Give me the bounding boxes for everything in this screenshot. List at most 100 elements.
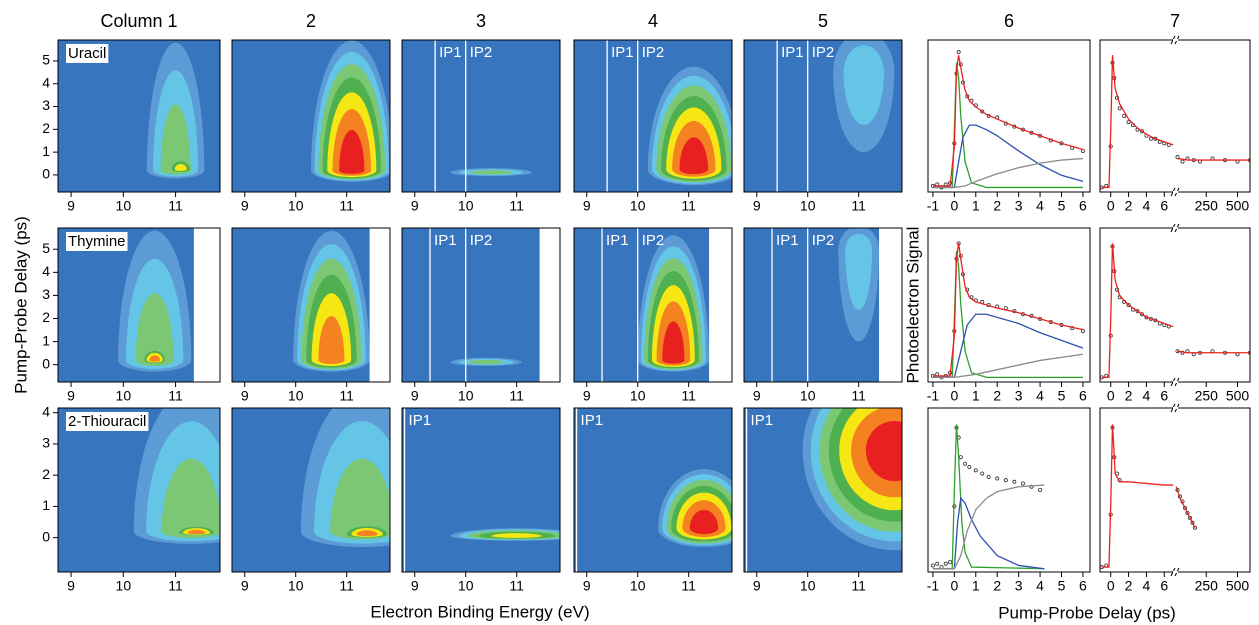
ip-label: IP2 bbox=[470, 232, 493, 249]
x-tick-label: 2 bbox=[993, 388, 1001, 404]
ip-label: IP1 bbox=[439, 44, 462, 61]
x-tick-label: 0 bbox=[950, 578, 958, 594]
x-tick-label: -1 bbox=[927, 198, 940, 214]
ip-label: IP1 bbox=[409, 412, 432, 429]
panel-frame bbox=[401, 227, 561, 383]
data-point bbox=[1126, 120, 1131, 125]
panel: IP1 IP2 9 10 11 bbox=[573, 227, 733, 404]
row-label: Thymine bbox=[68, 233, 126, 250]
panel: IP1 IP2 9 10 11 bbox=[743, 227, 903, 404]
plot-area bbox=[1100, 40, 1250, 192]
data-point bbox=[1003, 478, 1008, 483]
x-tick-label: 6 bbox=[1160, 578, 1168, 594]
fit-line bbox=[932, 353, 1084, 379]
fit-line bbox=[1101, 243, 1250, 379]
x-tick-label: 6 bbox=[1079, 198, 1087, 214]
plot-area bbox=[58, 40, 220, 192]
x-tick-label: 10 bbox=[630, 388, 646, 404]
panel: IP1 9 10 11 bbox=[743, 407, 903, 594]
background bbox=[1100, 408, 1250, 572]
plot-area bbox=[744, 40, 902, 192]
plot-area bbox=[744, 228, 902, 382]
x-tick-label: 4 bbox=[1036, 578, 1044, 594]
contours bbox=[133, 408, 220, 544]
contour-level bbox=[318, 315, 345, 365]
contour-level bbox=[679, 137, 709, 175]
column-title: 7 bbox=[1170, 11, 1180, 31]
x-tick-label: 10 bbox=[458, 578, 474, 594]
axis-break-gap bbox=[1173, 39, 1178, 41]
panel-frame bbox=[927, 407, 1091, 573]
fit-line bbox=[1101, 55, 1250, 189]
contours bbox=[637, 235, 710, 372]
panel: -1 0 1 2 3 4 5 6 bbox=[927, 227, 1091, 404]
ip-label: IP2 bbox=[812, 44, 835, 61]
x-tick-label: 4 bbox=[1143, 388, 1151, 404]
ip-label: IP2 bbox=[812, 232, 835, 249]
x-tick-label: 5 bbox=[1058, 198, 1066, 214]
panel: IP1 IP2 9 10 11 bbox=[401, 227, 561, 404]
x-tick-label: 9 bbox=[583, 388, 591, 404]
y-tick-label: 3 bbox=[42, 435, 50, 451]
x-tick-label: 0 bbox=[950, 388, 958, 404]
x-tick-label: 10 bbox=[288, 578, 304, 594]
y-tick-label: 1 bbox=[42, 497, 50, 513]
data-point bbox=[958, 455, 963, 460]
signal-floor bbox=[402, 40, 560, 192]
x-tick-label: 4 bbox=[1036, 388, 1044, 404]
x-tick-label: 500 bbox=[1226, 388, 1250, 404]
y-axis-label: Pump-Probe Delay (ps) bbox=[11, 216, 30, 394]
x-tick-label: 3 bbox=[1015, 198, 1023, 214]
contour-level bbox=[843, 45, 884, 125]
contours bbox=[833, 40, 895, 152]
contour-level bbox=[330, 458, 390, 540]
plot-area bbox=[574, 40, 732, 192]
y-tick-label: 1 bbox=[42, 143, 50, 159]
x-tick-label: 11 bbox=[681, 198, 696, 214]
x-tick-label: 9 bbox=[583, 578, 591, 594]
data-point bbox=[973, 468, 978, 473]
ip-label: IP2 bbox=[470, 44, 493, 61]
plot-area bbox=[232, 408, 390, 572]
data-point bbox=[1038, 487, 1043, 492]
contours bbox=[300, 408, 390, 548]
x-tick-label: 4 bbox=[1036, 198, 1044, 214]
row-label-box bbox=[66, 43, 109, 63]
x-tick-label: 4 bbox=[1143, 198, 1151, 214]
x-tick-label: 5 bbox=[1058, 578, 1066, 594]
ip-label: IP1 bbox=[581, 412, 604, 429]
contour-level bbox=[187, 529, 206, 535]
y-tick-label: 1 bbox=[42, 332, 50, 348]
y-tick-label: 2 bbox=[42, 466, 50, 482]
contours bbox=[802, 408, 902, 551]
data-point bbox=[967, 465, 972, 470]
panel-frame bbox=[573, 227, 733, 383]
data-point bbox=[948, 560, 953, 565]
plot-area bbox=[928, 408, 1090, 572]
y-tick-label: 0 bbox=[42, 166, 50, 182]
ip-label: IP1 bbox=[751, 412, 774, 429]
x-tick-label: 11 bbox=[168, 198, 183, 214]
x-tick-label: 9 bbox=[67, 198, 75, 214]
x-axis-label: Electron Binding Energy (eV) bbox=[370, 602, 589, 621]
contour-level bbox=[161, 459, 220, 538]
fit-line bbox=[1101, 424, 1196, 568]
x-tick-label: 9 bbox=[411, 578, 419, 594]
x-tick-label: 4 bbox=[1143, 578, 1151, 594]
y-tick-label: 4 bbox=[42, 74, 50, 90]
panel: IP1 9 10 11 bbox=[573, 407, 733, 594]
panel: -1 0 1 2 3 4 5 6 bbox=[927, 407, 1091, 594]
x-tick-label: 10 bbox=[458, 388, 474, 404]
x-tick-label: 11 bbox=[851, 578, 866, 594]
x-tick-label: 2 bbox=[993, 578, 1001, 594]
axis-break-gap bbox=[1173, 227, 1178, 229]
contour-level bbox=[491, 533, 542, 538]
x-tick-label: 6 bbox=[1160, 198, 1168, 214]
x-tick-label: 11 bbox=[851, 388, 866, 404]
x-tick-label: 10 bbox=[800, 388, 816, 404]
panel: 0 2 4 6 250 500 bbox=[1099, 223, 1251, 404]
fit-line bbox=[932, 55, 1084, 187]
ip-label: IP1 bbox=[781, 44, 804, 61]
signal-axis-label: Photoelectron Signal bbox=[903, 227, 922, 384]
ip-label: IP2 bbox=[642, 232, 665, 249]
